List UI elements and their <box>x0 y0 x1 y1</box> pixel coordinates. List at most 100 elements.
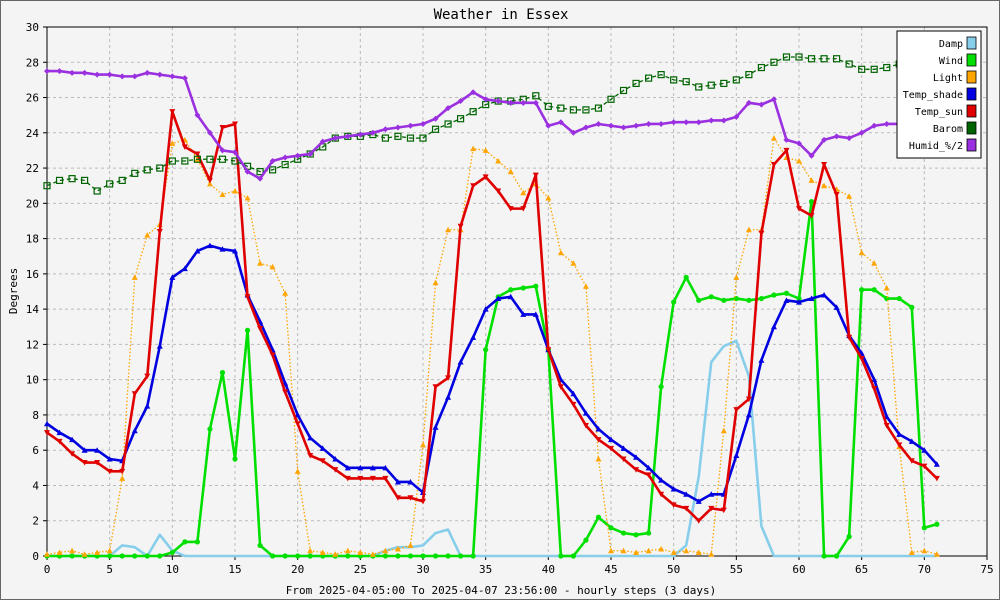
data-point-humid-2 <box>332 135 339 142</box>
data-point-barom <box>657 71 665 79</box>
legend-item-temp-shade: Temp_shade <box>903 87 977 101</box>
data-point-light <box>796 158 802 164</box>
data-point-humid-2 <box>545 122 552 129</box>
data-point-wind <box>708 294 714 300</box>
data-point-barom <box>168 157 176 165</box>
data-point-temp-shade <box>658 477 665 483</box>
data-point-barom <box>193 155 201 163</box>
data-point-temp-shade <box>457 359 464 365</box>
data-point-wind <box>696 297 702 303</box>
data-point-temp-shade <box>69 436 76 443</box>
series-line-wind <box>47 200 938 558</box>
data-point-temp-shade <box>445 394 452 400</box>
data-point-wind <box>896 295 902 302</box>
data-point-barom <box>795 53 803 61</box>
data-point-wind <box>508 287 514 293</box>
data-point-humid-2 <box>119 73 126 80</box>
data-point-light <box>633 549 640 555</box>
data-point-temp-sun <box>144 373 151 380</box>
data-point-wind <box>683 274 689 280</box>
data-point-light <box>69 547 76 554</box>
data-point-humid-2 <box>532 99 539 106</box>
data-point-wind <box>470 553 476 559</box>
data-point-temp-shade <box>507 293 514 300</box>
data-point-temp-sun <box>156 229 163 235</box>
data-point-light <box>81 551 88 557</box>
data-point-wind <box>821 553 827 559</box>
data-point-temp-shade <box>144 403 151 409</box>
data-point-wind <box>483 347 489 353</box>
data-point-temp-sun <box>921 463 928 470</box>
data-point-light <box>144 232 151 238</box>
data-point-wind <box>282 553 288 559</box>
data-point-temp-shade <box>645 464 652 471</box>
data-point-light <box>119 475 126 481</box>
data-point-temp-sun <box>708 505 715 512</box>
data-point-humid-2 <box>244 168 251 175</box>
data-point-humid-2 <box>833 133 840 140</box>
data-point-wind <box>746 297 752 303</box>
data-point-humid-2 <box>745 99 752 106</box>
data-point-barom <box>632 79 640 88</box>
data-point-temp-sun <box>758 230 765 237</box>
data-point-temp-shade <box>106 456 113 462</box>
data-point-barom <box>406 134 415 142</box>
data-point-temp-sun <box>557 384 564 390</box>
data-point-humid-2 <box>156 71 163 78</box>
legend-label: Temp_shade <box>903 90 963 101</box>
data-point-barom <box>143 166 151 174</box>
data-point-temp-shade <box>495 295 502 302</box>
data-point-barom <box>394 132 402 140</box>
legend-item-light: Light <box>933 70 977 84</box>
data-point-wind <box>633 532 639 538</box>
data-point-light <box>482 147 489 153</box>
x-tick-label: 50 <box>667 563 680 576</box>
data-point-wind <box>219 370 226 376</box>
data-point-temp-sun <box>720 507 727 514</box>
data-point-barom <box>80 176 89 185</box>
data-point-light <box>420 441 426 448</box>
data-point-humid-2 <box>420 120 426 127</box>
data-point-light <box>557 249 564 256</box>
data-point-wind <box>783 290 790 296</box>
data-point-wind <box>132 553 138 559</box>
data-point-temp-shade <box>933 461 940 467</box>
data-point-barom <box>619 86 628 95</box>
data-point-temp-sun <box>282 389 289 396</box>
data-point-humid-2 <box>846 135 853 142</box>
data-point-humid-2 <box>871 122 878 129</box>
y-tick-label: 18 <box>26 233 39 246</box>
data-point-temp-shade <box>56 429 63 436</box>
data-point-wind <box>721 297 727 303</box>
data-point-wind <box>207 426 213 432</box>
data-point-wind <box>244 327 251 333</box>
data-point-barom <box>745 71 753 79</box>
data-point-temp-shade <box>307 434 314 441</box>
data-point-light <box>269 263 276 270</box>
legend-label: Light <box>933 73 963 84</box>
data-point-temp-shade <box>808 295 815 302</box>
data-point-barom <box>807 55 816 63</box>
data-point-light <box>582 283 589 289</box>
legend-label: Humid_%/2 <box>909 141 963 152</box>
data-point-temp-sun <box>420 498 426 505</box>
data-point-light <box>382 547 389 554</box>
data-point-barom <box>55 176 64 185</box>
data-point-humid-2 <box>219 147 226 154</box>
data-point-humid-2 <box>695 119 702 126</box>
data-point-temp-sun <box>307 452 314 459</box>
series-line-barom <box>46 56 913 192</box>
data-point-temp-sun <box>620 456 627 463</box>
data-point-barom <box>118 176 126 185</box>
data-point-light <box>219 191 226 198</box>
data-point-wind <box>182 539 188 545</box>
y-tick-label: 20 <box>26 197 39 210</box>
data-point-barom <box>181 157 189 165</box>
data-point-light <box>708 551 715 557</box>
data-point-temp-sun <box>821 162 828 168</box>
legend-label: Barom <box>933 124 963 135</box>
x-tick-label: 0 <box>44 563 51 576</box>
data-point-temp-sun <box>908 458 915 464</box>
y-tick-label: 10 <box>26 374 39 387</box>
data-point-temp-shade <box>131 427 138 434</box>
